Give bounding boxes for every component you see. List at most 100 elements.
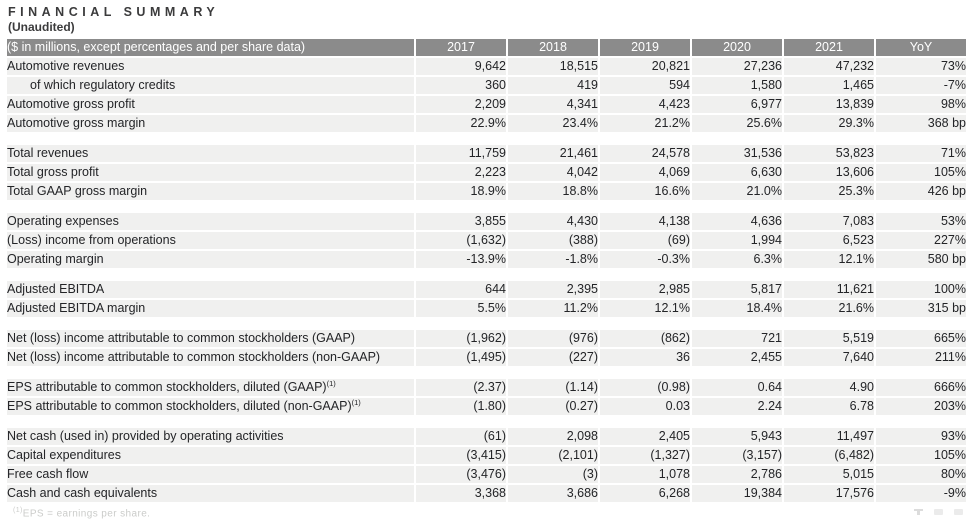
financial-summary-table: ($ in millions, except percentages and p… [5, 37, 968, 504]
page-nav-markers [914, 509, 963, 515]
cell-YoY: -9% [876, 485, 966, 502]
cell-2020: 4,636 [692, 213, 782, 230]
cell-YoY: 71% [876, 145, 966, 162]
row-label: EPS attributable to common stockholders,… [7, 398, 414, 415]
table-row: Adjusted EBITDA margin 5.5% 11.2% 12.1% 18.4… [7, 300, 966, 317]
cell-2017: (3,415) [416, 447, 506, 464]
cell-2021: 17,576 [784, 485, 874, 502]
header-col-2020: 2020 [692, 39, 782, 56]
header-col-2017: 2017 [416, 39, 506, 56]
table-row: Net (loss) income attributable to common… [7, 349, 966, 366]
table-row: Free cash flow (3,476) (3) 1,078 2,786 5,015 8… [7, 466, 966, 483]
cell-2020: 6.3% [692, 251, 782, 268]
page-title: FINANCIAL SUMMARY [8, 5, 220, 19]
nav-marker-icon[interactable] [914, 509, 923, 515]
cell-2021: 4.90 [784, 379, 874, 396]
cell-YoY: 426 bp [876, 183, 966, 200]
row-label: EPS attributable to common stockholders,… [7, 379, 414, 396]
cell-2018: (3) [508, 466, 598, 483]
cell-YoY: 80% [876, 466, 966, 483]
cell-2019: 4,138 [600, 213, 690, 230]
cell-2019: 21.2% [600, 115, 690, 132]
cell-2020: 21.0% [692, 183, 782, 200]
cell-2021: 11,621 [784, 281, 874, 298]
nav-marker-icon[interactable] [954, 509, 963, 515]
cell-2018: 4,341 [508, 96, 598, 113]
cell-2019: 24,578 [600, 145, 690, 162]
table-row: Total GAAP gross margin 18.9% 18.8% 16.6% 21… [7, 183, 966, 200]
table-body: Automotive revenues 9,642 18,515 20,821 27,2… [7, 58, 966, 502]
cell-2020: 5,817 [692, 281, 782, 298]
cell-2018: 11.2% [508, 300, 598, 317]
row-label: Operating margin [7, 251, 414, 268]
cell-2019: 16.6% [600, 183, 690, 200]
footnote: (1)EPS = earnings per share. [13, 507, 968, 519]
cell-2019: 594 [600, 77, 690, 94]
cell-2018: 2,395 [508, 281, 598, 298]
table-row: Capital expenditures (3,415) (2,101) (1,327… [7, 447, 966, 464]
cell-2018: 419 [508, 77, 598, 94]
cell-2019: 36 [600, 349, 690, 366]
cell-2018: -1.8% [508, 251, 598, 268]
cell-2020: 2.24 [692, 398, 782, 415]
table-row: Total revenues 11,759 21,461 24,578 31,536 53… [7, 145, 966, 162]
cell-2017: 2,209 [416, 96, 506, 113]
header-col-2018: 2018 [508, 39, 598, 56]
cell-2020: 2,455 [692, 349, 782, 366]
cell-2019: 1,078 [600, 466, 690, 483]
cell-2019: 12.1% [600, 300, 690, 317]
cell-2018: 4,042 [508, 164, 598, 181]
header-col-2021: 2021 [784, 39, 874, 56]
cell-YoY: 100% [876, 281, 966, 298]
cell-2021: 11,497 [784, 428, 874, 445]
cell-2021: 21.6% [784, 300, 874, 317]
cell-2018: 3,686 [508, 485, 598, 502]
cell-2017: 18.9% [416, 183, 506, 200]
cell-2017: 360 [416, 77, 506, 94]
table-row: Adjusted EBITDA 644 2,395 2,985 5,817 11,621 1… [7, 281, 966, 298]
cell-2020: 1,994 [692, 232, 782, 249]
cell-2018: 4,430 [508, 213, 598, 230]
cell-2018: 21,461 [508, 145, 598, 162]
row-label: Total revenues [7, 145, 414, 162]
section-spacer-row [7, 270, 966, 279]
cell-2018: 18,515 [508, 58, 598, 75]
table-row: Operating expenses 3,855 4,430 4,138 4,636 7,… [7, 213, 966, 230]
table-row: EPS attributable to common stockholders,… [7, 379, 966, 396]
cell-2017: 5.5% [416, 300, 506, 317]
cell-2020: 6,977 [692, 96, 782, 113]
cell-2017: (2.37) [416, 379, 506, 396]
cell-2021: 29.3% [784, 115, 874, 132]
cell-YoY: 105% [876, 164, 966, 181]
row-label: Adjusted EBITDA margin [7, 300, 414, 317]
row-label: Total GAAP gross margin [7, 183, 414, 200]
nav-marker-icon[interactable] [934, 509, 943, 515]
cell-2018: (1.14) [508, 379, 598, 396]
row-label: Adjusted EBITDA [7, 281, 414, 298]
header-col-yoy: YoY [876, 39, 966, 56]
cell-2020: 721 [692, 330, 782, 347]
cell-2019: (0.98) [600, 379, 690, 396]
cell-2020: 27,236 [692, 58, 782, 75]
cell-2018: (388) [508, 232, 598, 249]
cell-2019: 20,821 [600, 58, 690, 75]
cell-YoY: 666% [876, 379, 966, 396]
cell-2021: 1,465 [784, 77, 874, 94]
cell-2020: 18.4% [692, 300, 782, 317]
cell-2017: (1.80) [416, 398, 506, 415]
section-spacer-row [7, 368, 966, 377]
cell-2020: 1,580 [692, 77, 782, 94]
row-label: Operating expenses [7, 213, 414, 230]
header-col-2019: 2019 [600, 39, 690, 56]
row-label: Automotive gross margin [7, 115, 414, 132]
cell-2018: (976) [508, 330, 598, 347]
cell-2020: 31,536 [692, 145, 782, 162]
cell-2019: (1,327) [600, 447, 690, 464]
cell-2017: 644 [416, 281, 506, 298]
cell-2020: 2,786 [692, 466, 782, 483]
footnote-reference: (1) [351, 398, 361, 407]
cell-2020: (3,157) [692, 447, 782, 464]
cell-2020: 19,384 [692, 485, 782, 502]
header-units-label: ($ in millions, except percentages and p… [7, 39, 414, 56]
row-label: Net cash (used in) provided by operating… [7, 428, 414, 445]
